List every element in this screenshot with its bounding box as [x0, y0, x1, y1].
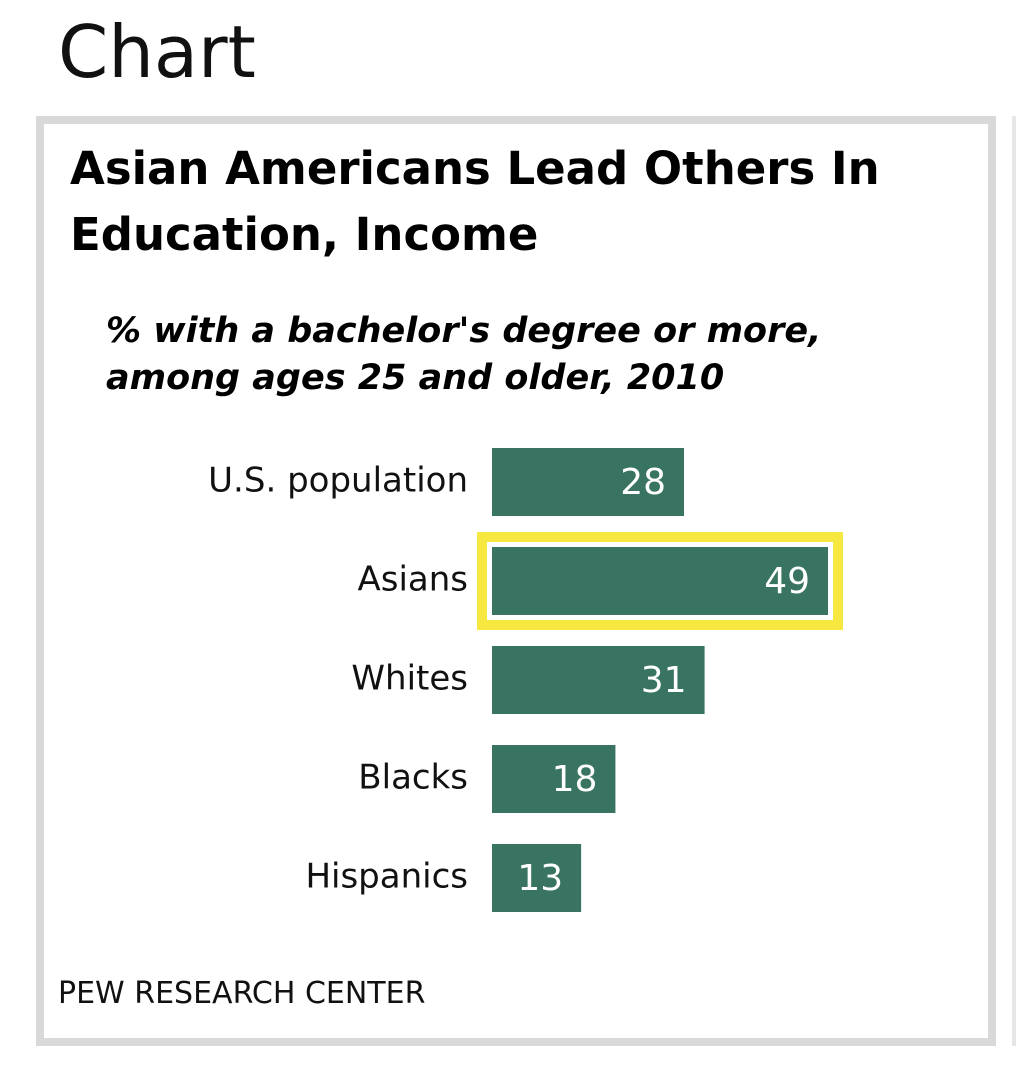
bar-3 [492, 745, 616, 813]
data-label-4: 13 [517, 858, 563, 899]
chart-subtitle: % with a bachelor's degree or more, amon… [106, 311, 822, 398]
category-label-2: Whites [351, 659, 468, 699]
adjacent-panel-edge [1012, 116, 1016, 1046]
bar-4 [492, 844, 582, 912]
source-note: PEW RESEARCH CENTER [58, 976, 426, 1011]
bar-1 [492, 547, 828, 615]
data-label-3: 18 [552, 759, 598, 800]
category-label-3: Blacks [358, 758, 468, 798]
data-label-2: 31 [641, 660, 687, 701]
data-label-0: 28 [620, 462, 666, 503]
category-label-0: U.S. population [208, 461, 468, 501]
page-heading: Chart [58, 10, 256, 94]
bar-2 [492, 646, 705, 714]
category-label-4: Hispanics [305, 857, 468, 897]
bar-0 [492, 448, 684, 516]
category-label-1: Asians [357, 560, 468, 600]
highlight-box-1 [477, 532, 843, 630]
bar-chart: U.S. population 28 Asians 49 Whites 31 Blacks 1… [208, 448, 843, 912]
chart-title: Asian Americans Lead Others In Education… [70, 142, 880, 261]
data-label-1: 49 [764, 561, 810, 602]
chart-card: Asian Americans Lead Others In Education… [36, 116, 996, 1046]
